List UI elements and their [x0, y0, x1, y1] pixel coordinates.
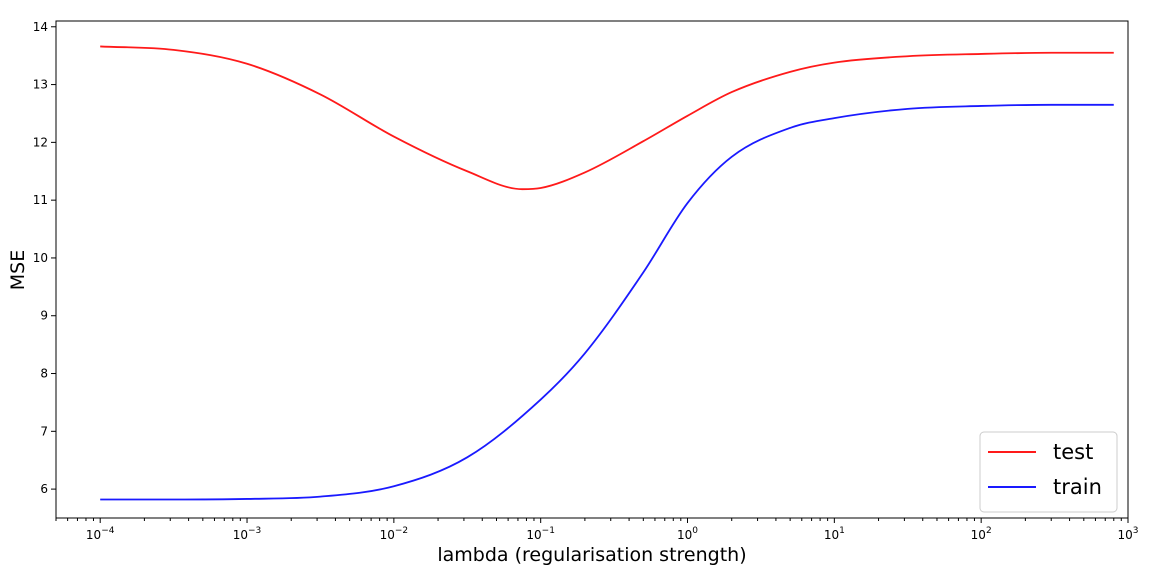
- x-axis-label: lambda (regularisation strength): [437, 544, 746, 566]
- x-tick-label: 10−3: [233, 526, 262, 542]
- y-tick-label: 13: [33, 78, 48, 92]
- legend-box: [979, 431, 1118, 513]
- y-tick-label: 12: [33, 135, 48, 149]
- x-tick-label: 102: [971, 526, 992, 542]
- x-tick-label: 10−4: [86, 526, 115, 542]
- legend-label-test: test: [1053, 440, 1093, 464]
- y-tick-label: 8: [40, 367, 48, 381]
- series-line-train: [100, 103, 1114, 501]
- series-line-test: [100, 45, 1114, 191]
- x-tick-label: 101: [824, 526, 845, 542]
- x-axis-ticks: 10−4 10−3 10−2 10−1 100 101 102 103: [55, 518, 1139, 542]
- plot-area: [55, 20, 1129, 519]
- x-tick-label: 103: [1117, 526, 1138, 542]
- series-layer: [100, 45, 1114, 501]
- y-tick-label: 6: [40, 482, 48, 496]
- legend: test train: [979, 431, 1118, 513]
- y-tick-label: 11: [33, 193, 48, 207]
- y-tick-label: 7: [40, 424, 48, 438]
- legend-label-train: train: [1053, 475, 1102, 499]
- x-tick-label: 10−1: [526, 526, 555, 542]
- y-tick-label: 14: [33, 20, 48, 34]
- y-tick-label: 10: [33, 251, 48, 265]
- y-axis-ticks: 6 7 8 9 10 11 12 13 14: [33, 20, 56, 496]
- y-axis-label: MSE: [7, 250, 29, 290]
- x-tick-label: 10−2: [380, 526, 409, 542]
- x-tick-label: 100: [677, 526, 698, 542]
- y-tick-label: 9: [40, 309, 48, 323]
- axes-frame: [55, 20, 1129, 519]
